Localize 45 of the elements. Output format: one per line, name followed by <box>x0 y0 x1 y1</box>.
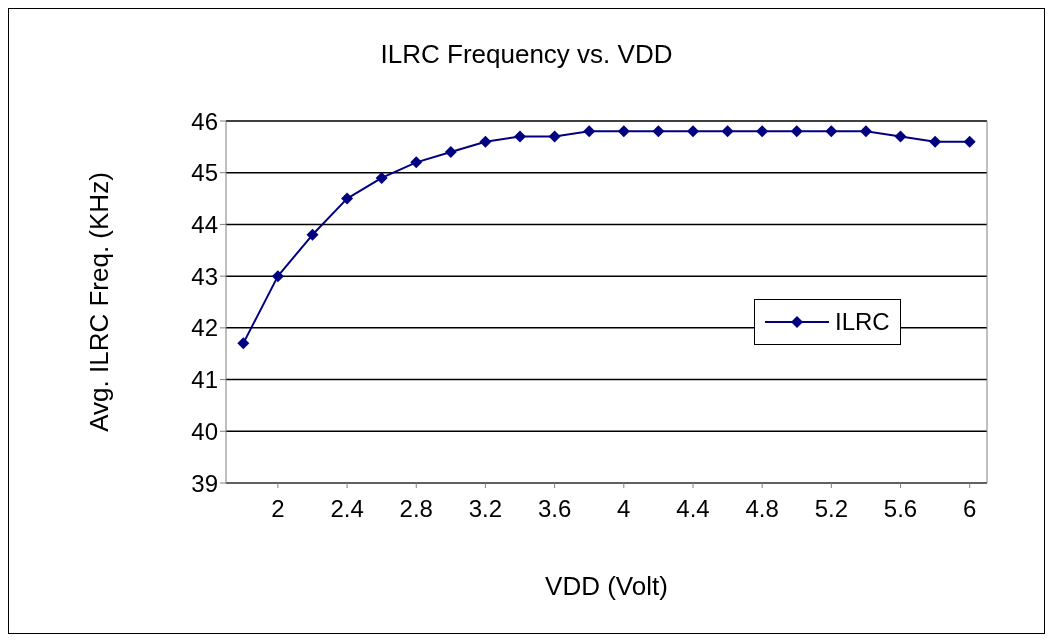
point <box>237 337 250 350</box>
x-tick-label: 4 <box>617 495 631 523</box>
x-tick-label: 6 <box>963 495 977 523</box>
point <box>825 125 838 138</box>
point <box>617 125 630 138</box>
x-tick-label: 2.8 <box>399 495 433 523</box>
y-tick-label: 44 <box>191 210 218 238</box>
y-tick-label: 42 <box>191 314 218 342</box>
x-tick-label: 3.2 <box>468 495 503 523</box>
y-tick-label: 39 <box>191 469 218 497</box>
point <box>410 156 423 169</box>
legend-label: ILRC <box>835 308 890 336</box>
point <box>444 146 457 159</box>
x-tick-label: 5.2 <box>814 495 849 523</box>
point <box>929 135 942 148</box>
point <box>271 270 284 283</box>
y-tick-label: 46 <box>191 107 218 135</box>
point <box>514 130 527 143</box>
point <box>859 125 872 138</box>
x-tick-label: 4.4 <box>676 495 710 523</box>
y-tick-label: 40 <box>191 417 218 445</box>
point <box>790 125 803 138</box>
y-tick-label: 43 <box>191 262 218 290</box>
chart-title: ILRC Frequency vs. VDD <box>379 39 674 70</box>
point <box>375 171 388 184</box>
point <box>963 135 976 148</box>
x-tick-label: 2.4 <box>330 495 364 523</box>
x-tick-label: 2 <box>271 495 285 523</box>
point <box>721 125 734 138</box>
x-tick-label: 4.8 <box>745 495 779 523</box>
point <box>894 130 907 143</box>
x-axis-title: VDD (Volt) <box>545 571 668 601</box>
x-tick-label: 5.6 <box>883 495 918 523</box>
y-tick-label: 41 <box>191 366 218 394</box>
point <box>479 135 492 148</box>
point <box>306 228 319 241</box>
point <box>341 192 354 205</box>
point <box>686 125 699 138</box>
x-tick-label: 3.6 <box>537 495 572 523</box>
point <box>756 125 769 138</box>
point <box>652 125 665 138</box>
y-axis-title: Avg. ILRC Freq. (KHz) <box>84 172 115 432</box>
point <box>548 130 561 143</box>
y-tick-label: 45 <box>191 159 218 187</box>
point <box>583 125 596 138</box>
